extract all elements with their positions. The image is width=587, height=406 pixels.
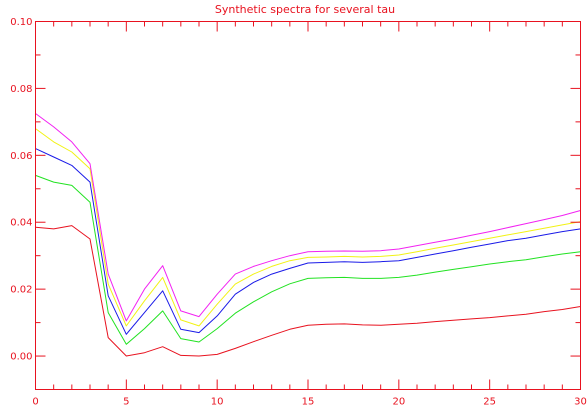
series-line-2	[35, 174, 581, 345]
plot-frame	[35, 21, 581, 390]
series-line-1	[35, 225, 581, 357]
series-line-3	[35, 148, 581, 335]
y-tick-label: 0.10	[10, 17, 32, 28]
series-line-4	[35, 128, 581, 327]
chart-title: Synthetic spectra for several tau	[215, 3, 395, 16]
y-tick-label: 0.06	[10, 151, 32, 162]
tick-layer: 0 5 10 15 20 25 30 0.00 0.02 0.04 0.06 0.08 0.10	[10, 17, 587, 406]
x-tick-label: 0	[32, 397, 38, 406]
x-tick-label: 5	[123, 397, 129, 406]
x-tick-label: 20	[392, 397, 405, 406]
x-tick-label: 10	[211, 397, 224, 406]
x-tick-label: 25	[483, 397, 496, 406]
y-tick-label: 0.08	[10, 84, 32, 95]
x-tick-label: 30	[574, 397, 587, 406]
series-line-5	[35, 113, 581, 322]
y-tick-label: 0.02	[10, 285, 32, 296]
x-tick-label: 15	[302, 397, 315, 406]
y-tick-label: 0.04	[10, 218, 32, 229]
series-layer	[35, 113, 581, 357]
y-tick-label: 0.00	[10, 352, 32, 363]
